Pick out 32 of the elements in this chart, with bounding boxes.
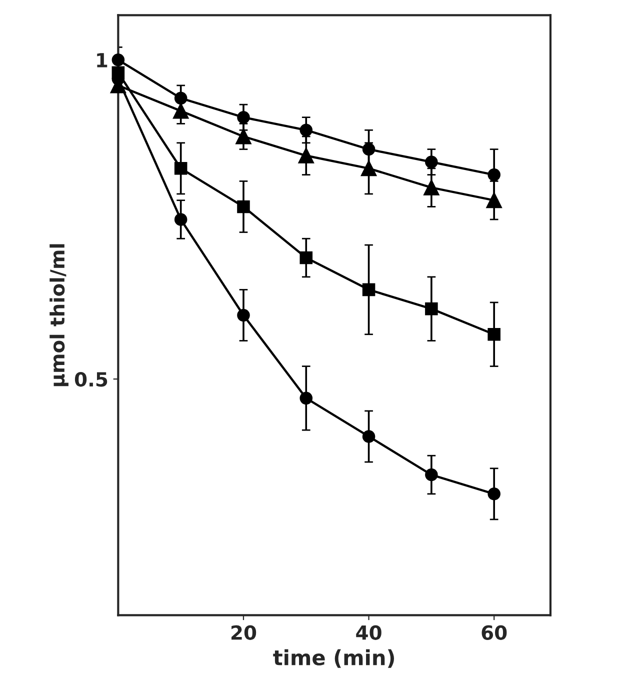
point [488, 328, 500, 341]
point [425, 468, 438, 482]
point [112, 54, 125, 66]
point [486, 192, 502, 208]
y-axis-title: µmol thiol/ml [50, 244, 68, 386]
point [174, 92, 188, 105]
point [237, 200, 250, 214]
x-axis-title: time (min) [273, 649, 394, 668]
point [425, 302, 438, 316]
point [362, 430, 376, 443]
point [300, 251, 313, 264]
y-tick-label: 0.5 [74, 372, 108, 387]
point [425, 156, 438, 168]
point [424, 180, 440, 196]
x-tick-label: 60 [482, 625, 507, 640]
x-tick-label: 20 [231, 625, 256, 640]
point [362, 142, 376, 156]
point [361, 160, 377, 176]
point [298, 148, 314, 164]
point [236, 128, 252, 144]
point [173, 103, 189, 119]
point [174, 213, 188, 226]
point [174, 162, 188, 175]
point [362, 283, 376, 296]
y-tick-label: 1 [97, 53, 108, 68]
point [300, 392, 313, 405]
point [488, 168, 500, 182]
point [300, 124, 313, 136]
point [237, 308, 250, 322]
point [488, 488, 500, 500]
x-tick-label: 40 [356, 625, 382, 640]
point [237, 110, 250, 124]
